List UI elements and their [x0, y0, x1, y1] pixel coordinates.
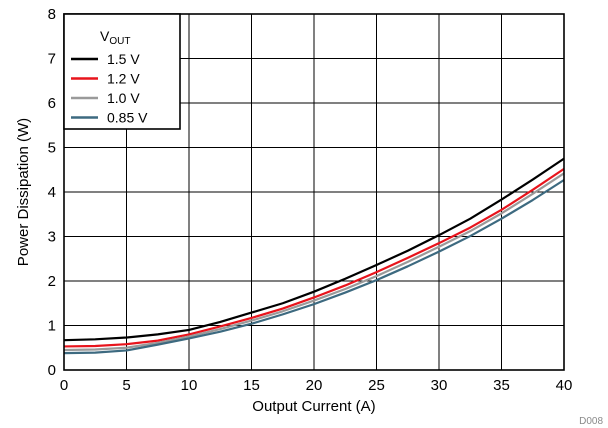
- legend-label: 1.5 V: [107, 51, 140, 67]
- x-tick-label: 20: [306, 377, 323, 394]
- x-axis-label: Output Current (A): [252, 398, 375, 415]
- legend-title-sub: OUT: [109, 36, 130, 47]
- y-tick-label: 6: [48, 95, 56, 112]
- y-tick-label: 1: [48, 318, 56, 335]
- y-tick-label: 8: [48, 6, 56, 23]
- series-line-0-85-V: [63, 179, 565, 355]
- tick-labels: 0 5 10 15 20 25 30 35 40 0 1 2 3 4 5 6 7 8: [48, 6, 573, 394]
- y-tick-label: 5: [48, 140, 56, 157]
- x-tick-label: 25: [368, 377, 385, 394]
- legend: VOUT 1.5 V 1.2 V 1.0 V 0.85 V: [63, 13, 181, 130]
- legend-title: VOUT: [100, 28, 130, 47]
- y-tick-label: 0: [48, 362, 56, 379]
- y-tick-label: 2: [48, 273, 56, 290]
- legend-items: 1.5 V 1.2 V 1.0 V 0.85 V: [71, 51, 148, 126]
- y-tick-label: 7: [48, 51, 56, 68]
- x-tick-label: 0: [60, 377, 68, 394]
- x-tick-label: 15: [243, 377, 260, 394]
- series-line-1-2-V: [63, 167, 565, 348]
- figure-id-annotation: D008: [579, 416, 603, 427]
- y-axis-label: Power Dissipation (W): [15, 118, 32, 266]
- series-line-1-0-V: [63, 172, 565, 352]
- series-line-1-5-V: [63, 157, 565, 342]
- x-tick-label: 5: [122, 377, 130, 394]
- x-tick-label: 30: [431, 377, 448, 394]
- series-lines: [63, 157, 565, 355]
- y-tick-label: 4: [48, 184, 56, 201]
- y-tick-label: 3: [48, 229, 56, 246]
- x-tick-label: 35: [493, 377, 510, 394]
- legend-label: 0.85 V: [107, 110, 148, 126]
- legend-label: 1.2 V: [107, 71, 140, 87]
- legend-title-main: V: [100, 28, 110, 44]
- legend-label: 1.0 V: [107, 90, 140, 106]
- plot-frame: [63, 13, 565, 371]
- grid: [64, 14, 564, 370]
- legend-box: [63, 13, 181, 130]
- x-tick-label: 40: [556, 377, 573, 394]
- x-tick-label: 10: [181, 377, 198, 394]
